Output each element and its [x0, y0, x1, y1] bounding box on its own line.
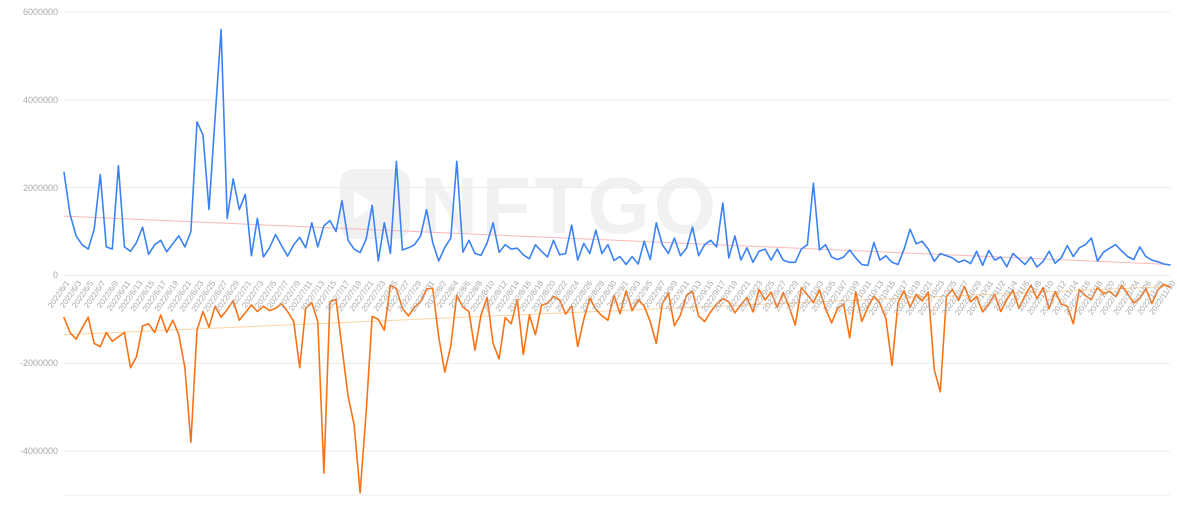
y-axis-tick-label: -2000000	[0, 358, 58, 368]
chart-container: NFTGO 6000000400000020000000-2000000-400…	[0, 0, 1177, 505]
y-axis-tick-label: 2000000	[0, 183, 58, 193]
y-axis-tick-label: 0	[0, 270, 58, 280]
y-axis-tick-label: -4000000	[0, 446, 58, 456]
y-axis-tick-label: 4000000	[0, 95, 58, 105]
line-chart	[0, 0, 1177, 505]
y-axis-tick-label: 6000000	[0, 7, 58, 17]
